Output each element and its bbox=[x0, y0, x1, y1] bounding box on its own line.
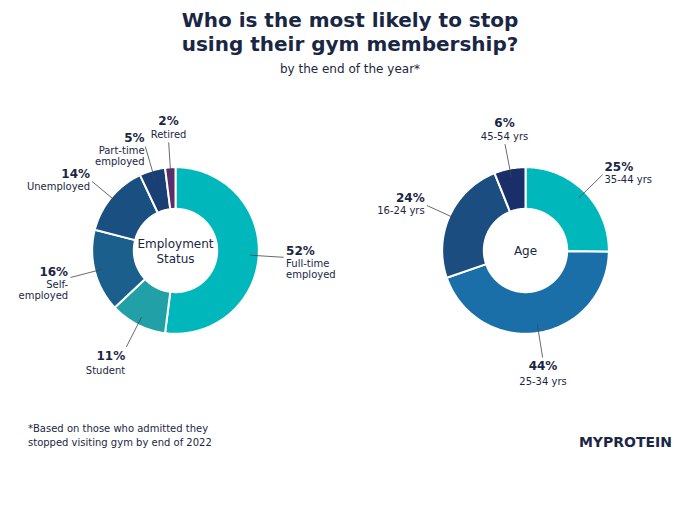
html-text:Who is the most likely to stop: Who is the most likely to stop using the… bbox=[181, 8, 519, 56]
svg-text:Retired: Retired bbox=[151, 129, 187, 140]
svg-text:35-44 yrs: 35-44 yrs bbox=[604, 174, 651, 185]
svg-text:25-34 yrs: 25-34 yrs bbox=[519, 376, 566, 387]
svg-text:Self-employed: Self-employed bbox=[19, 279, 69, 301]
svg-text:Unemployed: Unemployed bbox=[27, 181, 90, 192]
html-text:MYPROTEIN: MYPROTEIN bbox=[578, 434, 672, 450]
svg-text:EmploymentStatus: EmploymentStatus bbox=[137, 237, 213, 266]
svg-text:16-24 yrs: 16-24 yrs bbox=[377, 205, 424, 216]
svg-text:45-54 yrs: 45-54 yrs bbox=[481, 131, 528, 142]
svg-text:Student: Student bbox=[86, 365, 125, 376]
svg-text:11%: 11% bbox=[96, 349, 125, 363]
svg-text:Part-timeemployed: Part-timeemployed bbox=[95, 145, 145, 167]
svg-text:Age: Age bbox=[514, 244, 537, 258]
svg-text:6%: 6% bbox=[494, 116, 514, 130]
svg-text:24%: 24% bbox=[396, 191, 425, 205]
svg-text:44%: 44% bbox=[529, 359, 558, 373]
svg-text:52%: 52% bbox=[286, 244, 315, 258]
svg-text:16%: 16% bbox=[39, 265, 68, 279]
html-text:*Based on those who admitted t: *Based on those who admitted they stoppe… bbox=[28, 423, 212, 448]
html-text:by the end of the year*: by the end of the year* bbox=[279, 62, 421, 76]
svg-text:2%: 2% bbox=[158, 114, 178, 128]
svg-text:25%: 25% bbox=[604, 160, 633, 174]
svg-text:Full-timeemployed: Full-timeemployed bbox=[286, 258, 336, 280]
svg-text:14%: 14% bbox=[61, 167, 90, 181]
svg-text:5%: 5% bbox=[124, 131, 144, 145]
